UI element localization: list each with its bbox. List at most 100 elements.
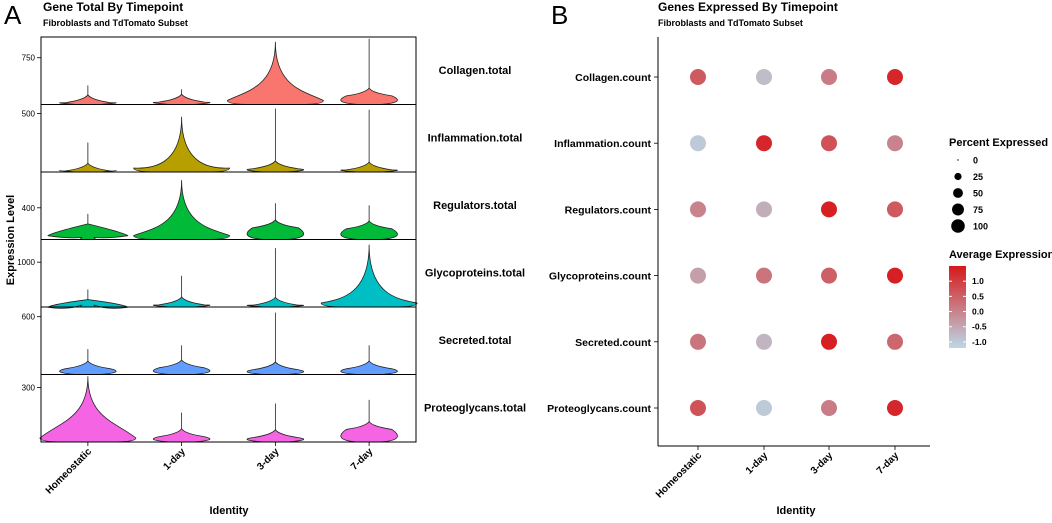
left-x-axis-title: Identity [209,505,249,517]
panel-label-b: B [551,0,568,30]
size-legend-label: 25 [973,172,983,182]
y-tick-label: Collagen.count [575,72,651,84]
x-tick-label: 7-day [349,446,376,473]
color-bar [949,266,966,348]
y-tick-label: 600 [22,313,36,322]
facet-inflammation-total: 500 Inflammation.total [22,104,523,173]
dot-glycoproteins-count-7-day [887,267,903,284]
violin-1-day [152,345,211,375]
color-bar-label: -1.0 [972,337,987,347]
dot-regulators-count-7-day [887,201,903,218]
dot-secreted-count-homeostatic [690,333,706,350]
y-tick-label: Regulators.count [565,204,652,216]
facet-label: Inflammation.total [428,132,523,144]
violin-7-day [340,399,398,443]
dot-inflammation-count-3-day [821,135,837,152]
size-legend-dot [954,172,962,181]
size-legend-label: 0 [973,156,978,166]
x-tick-label: Homeostatic [654,450,705,501]
legends: 0 25 50 75 100 1.0 0.5 0.0 -0.5 -1.0 [949,156,988,348]
facet-label: Regulators.total [433,200,517,212]
dot-collagen-count-homeostatic [690,69,706,85]
x-tick-label: 1-day [744,450,771,477]
size-legend-label: 100 [973,222,988,232]
violin-7-day [340,205,398,240]
dot-proteoglycans-count-7-day [887,400,903,416]
y-tick-label: 750 [22,54,36,63]
dot-secreted-count-7-day [887,333,903,350]
y-tick-label: 1000 [17,258,35,267]
size-legend-label: 75 [973,205,983,215]
size-legend-dot [957,159,959,161]
dot-collagen-count-3-day [821,69,837,85]
violin-3-day [246,108,305,173]
facet-label: Secreted.total [439,335,512,347]
facet-label: Collagen.total [439,65,512,77]
violin-3-day [246,312,305,375]
violin-1-day [133,179,231,240]
y-tick-label: 500 [22,110,36,119]
facet-frame [40,306,417,375]
x-tick-label: 1-day [161,446,188,473]
violin-3-day [246,203,305,240]
dot-regulators-count-homeostatic [690,201,706,218]
dot-inflammation-count-7-day [887,135,903,152]
x-tick-label: 7-day [875,450,902,477]
facet-regulators-total: 400 Regulators.total [22,171,517,240]
size-legend-dot [952,203,964,216]
violin-7-day [320,244,418,308]
right-x-axis-title: Identity [776,505,816,517]
facet-frame [40,374,417,443]
y-tick-label: 300 [22,383,36,392]
y-tick-label: Secreted.count [575,337,651,349]
left-title: Gene Total By Timepoint [43,0,183,14]
dot-secreted-count-3-day [821,333,837,350]
size-legend-title: Percent Expressed [949,137,1048,149]
color-legend-title: Average Expression [949,249,1052,261]
x-tick-label: Homeostatic [44,446,95,497]
violin-1-day [152,412,211,443]
facet-frame [40,104,417,173]
color-bar-label: -0.5 [972,322,987,332]
facet-proteoglycans-total: 300 Proteoglycans.total [22,374,526,443]
facet-label: Proteoglycans.total [424,402,526,414]
color-bar-label: 0.5 [972,291,984,301]
x-tick-label: 3-day [255,446,282,473]
violin-3-day [226,41,324,105]
facet-glycoproteins-total: 1000 Glycoproteins.total [17,239,525,309]
violin-homeostatic [47,213,129,240]
violin-panel: 750 Collagen.total 500 Inflammation.total 40… [17,36,526,497]
violin-3-day [246,247,305,308]
x-tick-label: 3-day [809,450,836,477]
dot-proteoglycans-count-3-day [821,400,837,416]
violin-1-day [133,116,231,173]
dot-regulators-count-1-day [756,201,772,218]
left-subtitle: Fibroblasts and TdTomato Subset [43,18,188,28]
violin-homeostatic [59,85,117,105]
size-legend-dot [953,188,963,198]
color-bar-label: 0.0 [972,307,984,317]
facet-secreted-total: 600 Secreted.total [22,306,512,375]
dot-inflammation-count-1-day [756,135,772,152]
violin-homeostatic [59,349,117,375]
violin-3-day [246,403,305,443]
dot-glycoproteins-count-homeostatic [690,267,706,284]
dot-collagen-count-7-day [887,69,903,85]
y-tick-label: 400 [22,204,36,213]
violin-7-day [340,345,398,375]
size-legend-dot [951,219,965,233]
dot-regulators-count-3-day [821,201,837,218]
facet-label: Glycoproteins.total [425,267,525,279]
y-tick-label: Inflammation.count [554,138,651,150]
dot-proteoglycans-count-1-day [756,400,772,416]
violin-1-day [152,89,211,105]
violin-homeostatic [47,289,129,309]
size-legend-label: 50 [973,189,983,199]
left-y-axis-title: Expression Level [5,195,17,286]
dot-secreted-count-1-day [756,333,772,350]
dot-inflammation-count-homeostatic [690,135,706,152]
violin-1-day [152,275,211,308]
dot-glycoproteins-count-3-day [821,267,837,284]
y-tick-label: Glycoproteins.count [549,271,652,283]
